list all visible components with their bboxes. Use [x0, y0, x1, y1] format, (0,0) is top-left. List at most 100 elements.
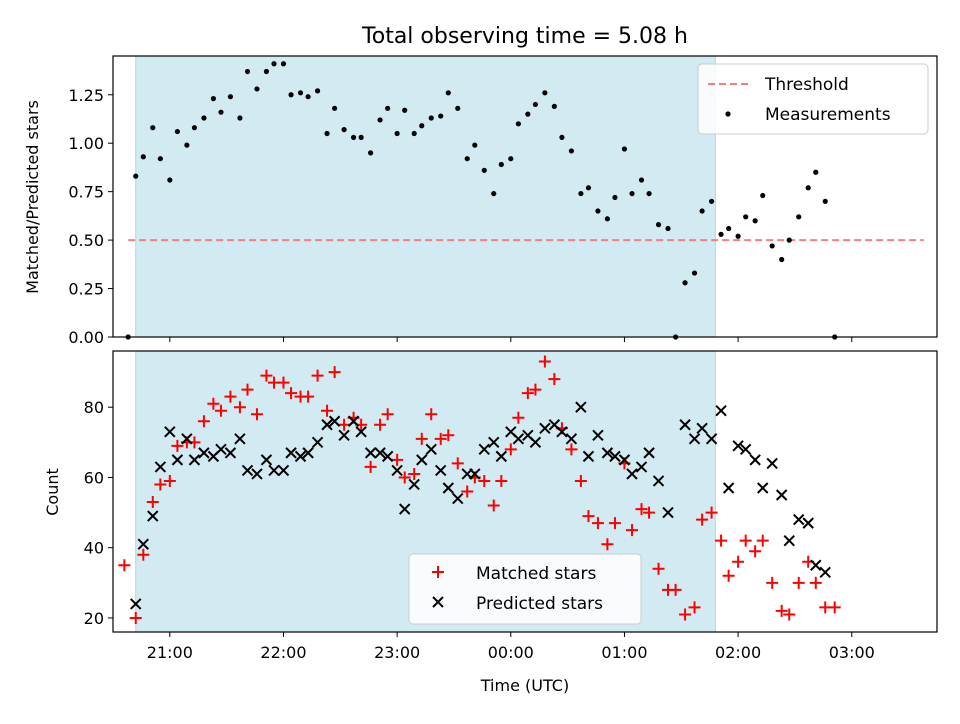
legend-matched-label: Matched stars: [476, 564, 596, 584]
predicted-stars-point: [469, 468, 481, 480]
predicted-stars-point: [224, 447, 237, 459]
measurements-point: [752, 218, 758, 224]
matched-stars-point: [163, 474, 176, 487]
matched-stars-point: [250, 408, 263, 421]
observing-window-band: [135, 55, 716, 338]
predicted-stars-point: [338, 429, 350, 442]
matched-stars-point: [696, 513, 709, 526]
y-tick-label: 1.25: [68, 86, 104, 105]
measurements-point: [184, 142, 190, 148]
count-panel: 20 40 60 80 21:00 22:00 23:00 00:00 01:00 02:00 03…: [43, 350, 938, 695]
predicted-stars-point: [408, 478, 420, 491]
x-axis-label: Time (UTC): [480, 676, 569, 695]
matched-stars-point: [364, 460, 377, 473]
measurements-point: [394, 130, 400, 137]
matched-stars-point: [574, 474, 587, 487]
predicted-stars-point: [722, 482, 735, 494]
y-tick-label: 0.00: [68, 328, 104, 347]
predicted-stars-point: [374, 447, 386, 459]
measurements-point: [655, 222, 662, 228]
observing-window-shade: [135, 55, 716, 338]
predicted-stars-point: [285, 447, 297, 459]
matched-stars-point: [260, 369, 273, 382]
predicted-stars-point: [601, 447, 614, 459]
measurements-point: [191, 125, 198, 131]
measurements-point: [532, 101, 539, 108]
matched-stars-point: [679, 608, 692, 621]
predicted-stars-point: [442, 482, 454, 494]
measurements-point: [438, 113, 444, 119]
matched-stars-point: [732, 555, 745, 568]
predicted-stars-point: [364, 447, 377, 459]
predicted-stars-point: [626, 468, 638, 480]
matched-stars-point: [495, 474, 508, 487]
measurements-point: [735, 233, 741, 239]
matched-stars-point: [277, 376, 290, 389]
matched-stars-point: [715, 534, 728, 547]
count-legend: Matched stars Predicted stars: [408, 553, 642, 625]
matched-stars-point: [338, 418, 351, 431]
matched-stars-point: [705, 506, 718, 519]
measurements-point: [585, 185, 592, 191]
predicted-stars-point: [652, 475, 665, 487]
count-axis-ticks: 20 40 60 80 21:00 22:00 23:00 00:00 01:00 02:00 03…: [84, 398, 875, 662]
predicted-stars-point: [539, 422, 551, 434]
predicted-stars-point: [793, 513, 805, 526]
predicted-stars-point: [328, 415, 341, 427]
matched-stars-point: [643, 506, 656, 519]
predicted-stars-point: [164, 426, 176, 438]
measurements-point: [472, 142, 478, 148]
ratio-axes-frame: [112, 55, 938, 338]
measurements-point: [708, 198, 715, 204]
predicted-stars-point: [739, 443, 752, 456]
y-tick-label: 80: [84, 398, 104, 417]
matched-stars-point: [207, 397, 220, 410]
ratio-legend: Threshold Measurements: [697, 63, 929, 135]
predicted-stars-point: [802, 517, 814, 529]
matched-stars-point: [442, 429, 455, 442]
matched-stars-point: [425, 408, 438, 421]
matched-stars-point: [197, 415, 210, 428]
measurements-point: [254, 86, 260, 92]
measurements-point: [481, 167, 487, 173]
matched-stars-point: [739, 534, 752, 547]
matched-stars-point: [766, 576, 779, 589]
predicted-stars-point: [215, 443, 227, 456]
matched-stars-point: [171, 439, 184, 452]
y-tick-label: 0.75: [68, 183, 104, 202]
measurements-point: [542, 90, 548, 96]
y-tick-label: 1.00: [68, 134, 104, 153]
measurements-point: [385, 105, 391, 111]
predicted-stars-point: [416, 454, 428, 466]
x-tick-label: 00:00: [488, 643, 534, 662]
measurements-point: [621, 146, 628, 152]
predicted-stars-point: [810, 559, 822, 571]
matched-stars-point: [756, 534, 769, 547]
matched-stars-point: [233, 401, 246, 414]
predicted-stars-point: [147, 510, 159, 522]
measurements-point: [174, 128, 181, 135]
measurements-point: [419, 123, 425, 129]
predicted-stars-point: [241, 464, 254, 477]
matched-stars-point: [565, 443, 578, 456]
measurements-point: [314, 88, 321, 94]
matched-stars-point: [512, 411, 525, 424]
matched-stars-point: [241, 383, 254, 396]
predicted-stars-point: [198, 447, 210, 459]
measurements-point: [402, 107, 408, 113]
measurements-point: [167, 177, 173, 183]
matched-stars-point: [154, 478, 167, 491]
predicted-stars-point: [154, 461, 167, 473]
measurements-point: [813, 169, 819, 175]
measurements-point: [464, 156, 470, 162]
legend-measurements-label: Measurements: [765, 105, 891, 125]
matched-stars-point: [669, 583, 682, 596]
measurements-point: [350, 134, 357, 140]
predicted-stars-point: [452, 492, 464, 505]
measurements-point: [726, 225, 732, 232]
predicted-stars-point: [277, 464, 290, 477]
predicted-stars-point: [347, 415, 360, 427]
predicted-stars-point: [662, 506, 674, 519]
matched-stars-point: [828, 601, 841, 614]
count-legend-box: [408, 553, 642, 625]
